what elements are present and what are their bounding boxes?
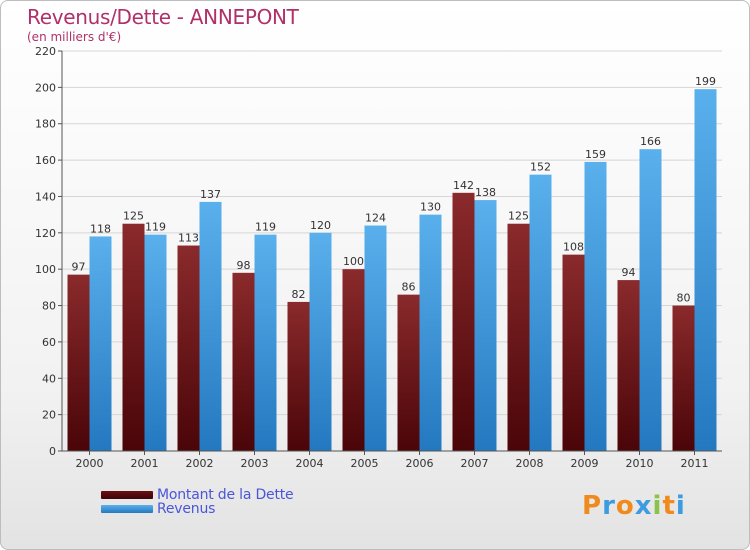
logo-letter: i [675, 491, 686, 521]
logo-letter: o [615, 491, 635, 521]
x-tick-label: 2001 [131, 457, 159, 470]
data-label: 108 [563, 241, 584, 254]
x-tick-label: 2003 [241, 457, 269, 470]
y-tick-label: 160 [35, 154, 56, 167]
bar-dette [342, 269, 365, 451]
data-label: 142 [453, 179, 474, 192]
legend-label-dette: Montant de la Dette [157, 487, 294, 503]
x-tick-label: 2004 [296, 457, 324, 470]
y-tick-label: 200 [35, 81, 56, 94]
bar-dette [507, 223, 530, 451]
bar-dette [562, 254, 585, 451]
bar-revenus [584, 161, 607, 451]
bar-revenus [474, 200, 497, 451]
data-label: 97 [72, 261, 86, 274]
x-tick-label: 2005 [351, 457, 379, 470]
y-tick-label: 120 [35, 227, 56, 240]
x-tick-label: 2009 [571, 457, 599, 470]
data-label: 138 [475, 186, 496, 199]
y-tick-label: 140 [35, 190, 56, 203]
bar-revenus [694, 89, 717, 451]
chart-subtitle: (en milliers d'€) [27, 30, 122, 44]
y-tick-label: 220 [35, 45, 56, 58]
x-tick-label: 2007 [461, 457, 489, 470]
data-label: 82 [292, 288, 306, 301]
data-label: 100 [343, 255, 364, 268]
legend-swatch-revenus [101, 505, 153, 513]
logo-letter: P [582, 491, 603, 521]
data-label: 80 [677, 292, 691, 305]
x-tick-label: 2008 [516, 457, 544, 470]
bar-revenus [529, 174, 552, 452]
logo-letter: r [602, 491, 616, 521]
data-label: 166 [640, 135, 661, 148]
proxiti-logo: Proxiti [582, 491, 686, 521]
bar-revenus [364, 225, 387, 451]
data-label: 119 [255, 221, 276, 234]
y-tick-label: 40 [42, 372, 56, 385]
legend-item-dette: Montant de la Dette [101, 487, 294, 503]
bar-revenus [639, 149, 662, 451]
bar-dette [177, 245, 200, 451]
x-tick-label: 2000 [76, 457, 104, 470]
y-tick-label: 20 [42, 409, 56, 422]
bar-revenus [89, 236, 112, 451]
bar-dette [672, 305, 695, 451]
bar-dette [122, 223, 145, 451]
data-label: 125 [508, 210, 529, 223]
bar-dette [232, 272, 255, 451]
bar-revenus [309, 232, 332, 451]
bar-revenus [419, 214, 442, 451]
x-tick-label: 2006 [406, 457, 434, 470]
bar-revenus [144, 234, 167, 451]
data-label: 118 [90, 222, 111, 235]
bar-revenus [199, 201, 222, 451]
y-tick-label: 0 [49, 445, 56, 458]
data-label: 137 [200, 188, 221, 201]
y-tick-label: 100 [35, 263, 56, 276]
x-tick-label: 2002 [186, 457, 214, 470]
data-label: 152 [530, 161, 551, 174]
y-tick-label: 180 [35, 118, 56, 131]
bar-dette [397, 294, 420, 451]
bar-dette [452, 192, 475, 451]
bar-dette [287, 301, 310, 451]
x-tick-label: 2011 [681, 457, 709, 470]
data-label: 124 [365, 212, 386, 225]
x-tick-label: 2010 [626, 457, 654, 470]
chart-title: Revenus/Dette - ANNEPONT [27, 5, 299, 29]
data-label: 120 [310, 219, 331, 232]
y-tick-label: 80 [42, 300, 56, 313]
data-label: 199 [695, 75, 716, 88]
data-label: 119 [145, 221, 166, 234]
logo-letter: x [634, 491, 653, 521]
y-tick-label: 60 [42, 336, 56, 349]
legend-item-revenus: Revenus [101, 501, 216, 517]
data-label: 86 [402, 281, 416, 294]
data-label: 98 [237, 259, 251, 272]
data-label: 113 [178, 232, 199, 245]
data-label: 125 [123, 210, 144, 223]
logo-letter: t [662, 491, 676, 521]
bar-dette [67, 274, 90, 451]
data-label: 159 [585, 148, 606, 161]
data-label: 94 [622, 266, 636, 279]
bar-revenus [254, 234, 277, 451]
bar-dette [617, 280, 640, 451]
data-label: 130 [420, 201, 441, 214]
legend-label-revenus: Revenus [157, 501, 216, 517]
logo-letter: i [652, 491, 663, 521]
legend-swatch-dette [101, 491, 153, 499]
